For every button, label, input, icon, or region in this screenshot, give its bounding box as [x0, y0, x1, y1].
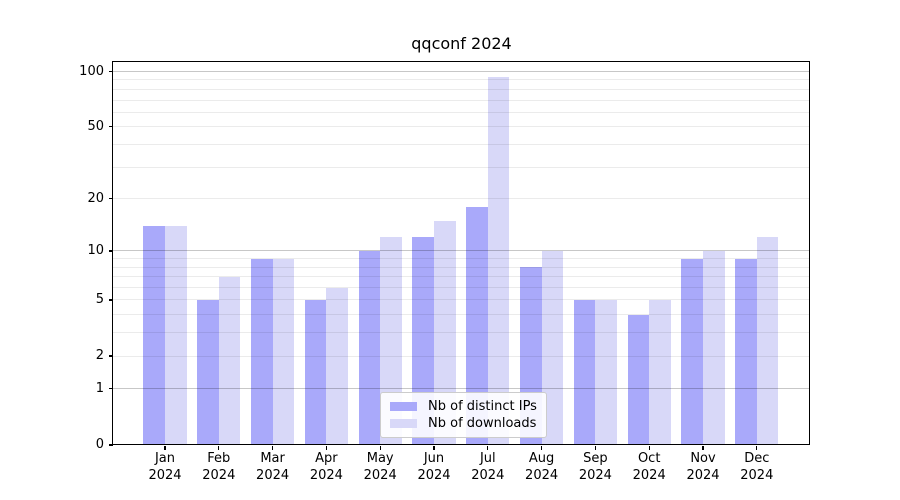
bar-distinct-ips-feb	[197, 299, 219, 445]
minor-gridline-8	[113, 266, 810, 268]
x-tick-label-mar: Mar 2024	[256, 451, 290, 483]
bar-distinct-ips-mar	[251, 258, 273, 445]
bar-distinct-ips-jan	[143, 225, 165, 445]
x-tick-nov	[702, 445, 704, 450]
x-tick-label-jan: Jan 2024	[148, 451, 182, 483]
bar-downloads-jul	[487, 77, 510, 445]
minor-gridline-7	[113, 276, 810, 278]
x-tick-label-jun: Jun 2024	[417, 451, 451, 483]
bar-distinct-ips-nov	[681, 258, 703, 445]
y-tick-label-1: 1	[95, 380, 104, 396]
legend-label-distinct-ips: Nb of distinct IPs	[428, 399, 537, 414]
x-tick-jan	[164, 445, 166, 450]
x-tick-feb	[218, 445, 220, 450]
minor-gridline-6	[113, 287, 810, 289]
legend-item-distinct-ips: Nb of distinct IPs	[390, 399, 538, 414]
y-tick-2	[108, 355, 113, 357]
bar-distinct-ips-dec	[735, 258, 757, 445]
bar-distinct-ips-jul	[466, 206, 488, 445]
y-tick-100	[108, 70, 113, 73]
bar-distinct-ips-oct	[627, 314, 650, 445]
bar-distinct-ips-sep	[573, 299, 596, 445]
minor-gridline-20	[113, 198, 810, 200]
minor-gridline-80	[113, 88, 810, 90]
legend-label-downloads: Nb of downloads	[428, 416, 537, 431]
x-tick-label-aug: Aug 2024	[525, 451, 559, 483]
minor-gridline-5	[113, 299, 810, 301]
minor-gridline-60	[113, 111, 810, 113]
legend: Nb of distinct IPs Nb of downloads	[380, 392, 547, 438]
x-tick-oct	[648, 445, 650, 450]
bar-downloads-mar	[272, 258, 295, 445]
major-gridline-1	[113, 388, 810, 390]
bar-downloads-oct	[649, 299, 671, 445]
chart-title: qqconf 2024	[411, 34, 512, 53]
y-tick-label-50: 50	[87, 118, 104, 134]
minor-gridline-2	[113, 355, 810, 357]
y-tick-label-5: 5	[95, 291, 104, 307]
x-tick-aug	[541, 445, 543, 450]
x-tick-label-apr: Apr 2024	[309, 451, 343, 483]
bar-downloads-dec	[756, 237, 779, 445]
y-tick-label-20: 20	[87, 190, 104, 206]
minor-gridline-3	[113, 332, 810, 334]
x-tick-sep	[594, 445, 596, 450]
y-tick-label-100: 100	[79, 63, 104, 79]
bar-downloads-feb	[218, 276, 241, 445]
major-gridline-100	[113, 71, 810, 72]
bar-distinct-ips-may	[358, 250, 381, 445]
minor-gridline-30	[113, 166, 810, 168]
x-tick-label-nov: Nov 2024	[686, 451, 720, 483]
y-tick-1	[108, 388, 113, 390]
x-tick-apr	[325, 445, 327, 450]
x-tick-dec	[756, 445, 758, 450]
legend-item-downloads: Nb of downloads	[390, 416, 538, 431]
minor-gridline-4	[113, 314, 810, 316]
minor-gridline-70	[113, 99, 810, 101]
major-gridline-10	[113, 250, 810, 252]
bar-distinct-ips-apr	[304, 299, 327, 445]
bar-downloads-jan	[165, 225, 187, 445]
x-tick-mar	[272, 445, 274, 450]
y-tick-20	[108, 198, 113, 200]
y-tick-0	[108, 444, 113, 446]
y-tick-label-0: 0	[95, 437, 104, 452]
x-tick-label-may: May 2024	[363, 451, 397, 483]
minor-gridline-40	[113, 143, 810, 145]
x-tick-jul	[487, 445, 489, 450]
bar-downloads-nov	[703, 250, 725, 445]
y-tick-5	[108, 299, 113, 301]
x-tick-jun	[433, 445, 435, 450]
bar-downloads-jun	[434, 220, 456, 445]
x-tick-label-jul: Jul 2024	[471, 451, 505, 483]
bar-downloads-sep	[595, 299, 617, 445]
x-tick-label-oct: Oct 2024	[632, 451, 666, 483]
legend-swatch-downloads	[390, 419, 417, 428]
minor-gridline-50	[113, 126, 810, 128]
x-tick-may	[379, 445, 381, 450]
x-tick-label-sep: Sep 2024	[578, 451, 612, 483]
y-tick-label-2: 2	[95, 348, 104, 364]
y-tick-label-10: 10	[87, 242, 104, 258]
x-tick-label-feb: Feb 2024	[202, 451, 236, 483]
legend-swatch-distinct-ips	[390, 402, 417, 411]
minor-gridline-90	[113, 79, 810, 81]
x-tick-label-dec: Dec 2024	[740, 451, 774, 483]
bar-downloads-apr	[326, 287, 348, 445]
y-tick-50	[108, 126, 113, 128]
y-tick-10	[108, 250, 113, 252]
minor-gridline-9	[113, 258, 810, 260]
